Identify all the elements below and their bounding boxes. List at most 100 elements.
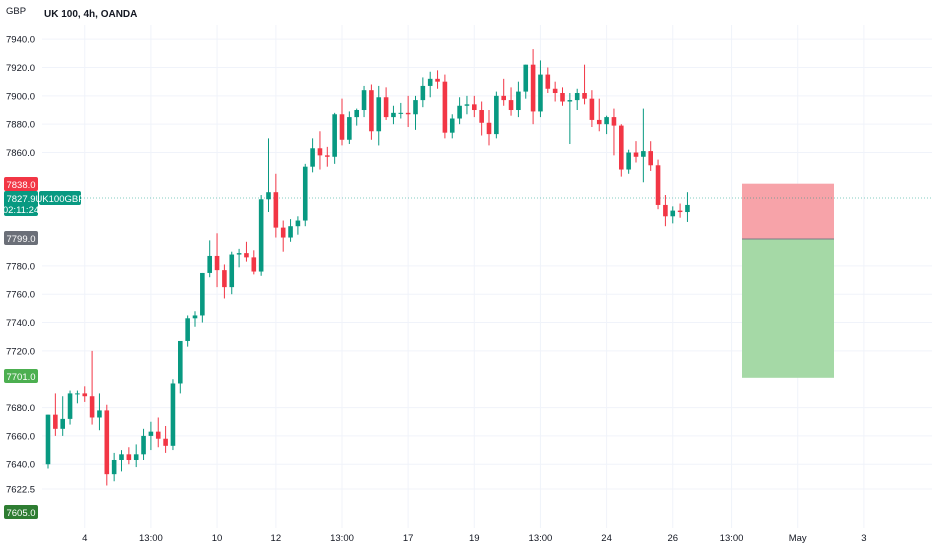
candle	[413, 95, 418, 130]
candle-body	[119, 454, 124, 460]
candle	[516, 81, 521, 118]
candle	[405, 95, 411, 128]
y-tick-label: 7940.0	[6, 35, 35, 46]
candle	[53, 393, 58, 436]
candle-body	[295, 220, 301, 227]
candle-body	[457, 105, 462, 119]
candle-body	[258, 199, 264, 272]
candle	[538, 60, 543, 118]
candle	[126, 447, 132, 465]
candle-body	[626, 152, 631, 170]
candle	[310, 138, 315, 173]
candle	[67, 390, 73, 425]
candle-body	[67, 393, 73, 419]
candle	[302, 163, 308, 227]
candle	[273, 173, 279, 238]
y-tick-label: 7720.0	[6, 346, 35, 357]
candle-body	[141, 435, 146, 455]
candle	[479, 101, 484, 136]
x-tick-label: 17	[403, 533, 414, 544]
candle	[685, 192, 690, 222]
candle	[677, 203, 683, 218]
candle	[317, 131, 323, 170]
candle	[111, 452, 117, 482]
y-tick-label: 7920.0	[6, 63, 35, 74]
candle-body	[354, 110, 359, 118]
candle-body	[148, 431, 154, 436]
time-axis[interactable]: 4 13:00 10 12 13:00 17 19 13:00 24 26 13:00 May 3	[82, 533, 866, 544]
candle	[266, 138, 271, 213]
x-tick-label: May	[789, 533, 807, 544]
candle	[457, 97, 462, 125]
candle	[258, 195, 264, 276]
candle-body	[214, 255, 220, 271]
candle-body	[266, 192, 271, 200]
candle	[545, 67, 551, 94]
candle	[501, 78, 506, 106]
candle-body	[163, 438, 168, 446]
candle-body	[420, 85, 426, 101]
candle-body	[560, 93, 565, 102]
candle-body	[332, 114, 337, 157]
candle	[133, 444, 139, 468]
candle-body	[574, 93, 580, 101]
candle	[222, 264, 227, 299]
candle	[596, 98, 602, 132]
candle	[229, 251, 235, 295]
candle	[236, 248, 242, 268]
low-level-badge: 7605.0	[4, 505, 38, 519]
candle-body	[545, 74, 551, 89]
candle-body	[516, 91, 521, 111]
candle-body	[486, 122, 492, 135]
candle-body	[200, 272, 205, 316]
entry-level-text: 7799.0	[6, 234, 35, 245]
candle	[391, 105, 396, 125]
x-tick-label: 24	[601, 533, 612, 544]
candle	[178, 340, 183, 394]
y-tick-label: 7640.0	[6, 460, 35, 471]
candle-body	[494, 95, 499, 135]
candle	[104, 404, 110, 486]
candle-body	[45, 414, 51, 465]
x-tick-label: 4	[82, 533, 87, 544]
candle-body	[244, 253, 249, 258]
candle-body	[369, 90, 374, 132]
stop-loss-zone[interactable]	[742, 183, 834, 239]
candle-body	[126, 454, 132, 460]
low-level-text: 7605.0	[6, 508, 35, 519]
candle-body	[552, 88, 558, 94]
candle-body	[589, 98, 595, 120]
candle	[361, 85, 367, 118]
candle	[574, 88, 580, 111]
candle	[214, 233, 220, 288]
candle-body	[325, 155, 330, 157]
candle	[435, 70, 440, 89]
candle-body	[97, 410, 102, 418]
candle	[560, 87, 565, 106]
candle-body	[104, 410, 110, 475]
candle	[89, 350, 95, 425]
candle	[75, 390, 80, 404]
x-tick-label: 13:00	[720, 533, 744, 544]
price-axis[interactable]: 7940.0 7920.0 7900.0 7880.0 7860.0 7780.0 7760…	[6, 35, 35, 496]
candle	[552, 81, 558, 102]
trade-zones[interactable]	[742, 183, 834, 378]
candles	[45, 49, 690, 486]
symbol-label-badge: UK100GBP	[35, 191, 85, 205]
take-profit-zone[interactable]	[742, 238, 834, 378]
candle-body	[596, 119, 602, 125]
candle-body	[347, 117, 352, 140]
candle	[82, 386, 88, 402]
y-tick-label: 7880.0	[6, 120, 35, 131]
candle	[339, 98, 345, 146]
candle	[567, 93, 573, 145]
y-tick-label: 7900.0	[6, 91, 35, 102]
candle	[200, 272, 205, 323]
current-price-badge: 7827.9 02:11:24	[3, 191, 39, 216]
y-tick-label: 7780.0	[6, 261, 35, 272]
y-tick-label: 7740.0	[6, 318, 35, 329]
candle	[383, 87, 389, 120]
candle	[449, 114, 455, 139]
candle-body	[251, 257, 257, 272]
